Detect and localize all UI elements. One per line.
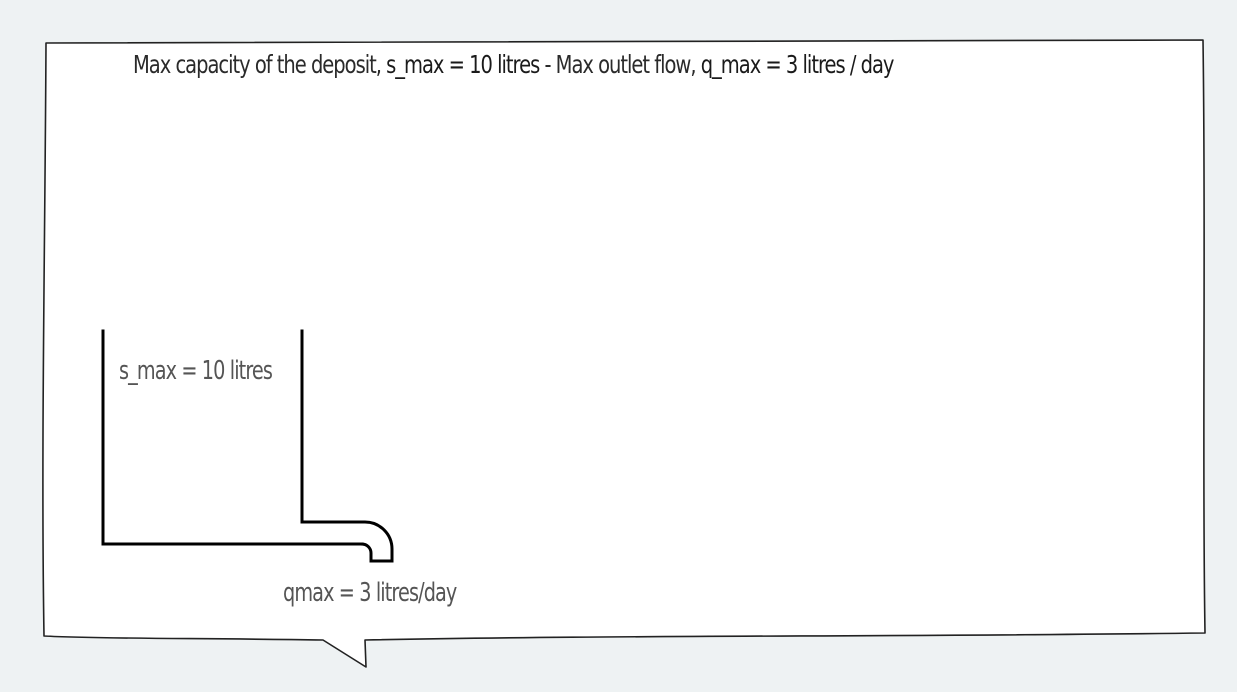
heading-smax: s_max = 10 litres xyxy=(386,50,540,79)
heading-qmax: q_max = 3 litres / day xyxy=(700,50,895,79)
outlet-flow-label: qmax = 3 litres/day xyxy=(283,578,457,608)
tank-capacity-label: s_max = 10 litres xyxy=(119,356,273,386)
heading-text-1: Max capacity of the deposit, xyxy=(133,50,387,79)
diagram-heading: Max capacity of the deposit, s_max = 10 … xyxy=(133,50,913,79)
heading-text-2: - Max outlet flow, xyxy=(539,50,701,79)
